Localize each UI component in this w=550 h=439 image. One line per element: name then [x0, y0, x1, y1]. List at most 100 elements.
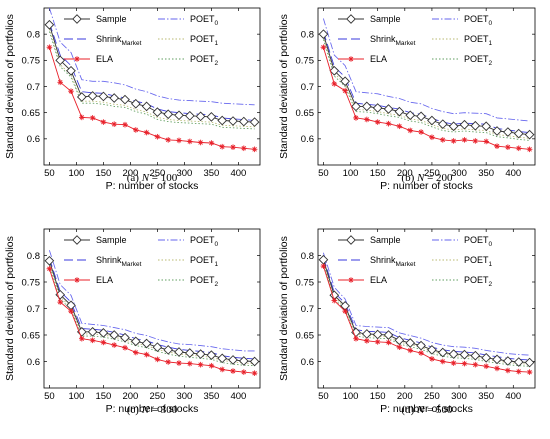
data-point-sample-marker — [346, 14, 356, 24]
y-tick-label: 0.7 — [301, 304, 314, 315]
data-point-sample-marker — [372, 103, 383, 113]
data-point-ela-marker — [526, 369, 533, 375]
data-point-ela-marker — [187, 138, 193, 145]
data-point-ela-marker — [176, 360, 182, 366]
data-point-ela-marker — [122, 344, 128, 351]
data-point-ela-marker — [505, 367, 511, 374]
legend-label-poet2: POET2 — [190, 275, 219, 288]
legend-label-sample: Sample — [370, 14, 401, 24]
series-line-poet0 — [48, 7, 255, 106]
series-line-poet0 — [322, 252, 530, 356]
data-point-sample-marker — [141, 338, 152, 349]
chart-panel-1: 50 100 150 200 250 300 350 400 0.6 0.65 0.7 0.75 0.8… — [4, 7, 261, 192]
legend-label-ela: ELA — [370, 275, 387, 285]
data-point-sample-marker — [448, 349, 459, 359]
data-point-ela-marker — [111, 342, 117, 348]
data-point-ela-marker — [364, 338, 370, 344]
data-point-sample-marker — [163, 109, 174, 120]
legend: Sample ShrinkMarket ELA POET0 POET1 POET2 — [338, 235, 493, 288]
data-point-sample-marker — [184, 348, 195, 358]
data-point-sample-marker — [481, 121, 492, 132]
x-tick-label: 250 — [149, 391, 165, 402]
series-line-shrink — [48, 257, 255, 360]
x-axis-label: P: number of stocks — [106, 403, 199, 415]
data-point-ela-marker — [230, 144, 236, 151]
data-point-sample-marker — [206, 112, 217, 122]
y-axis-label: Standard deviation of portfolios — [4, 14, 16, 159]
legend-label-poet1: POET1 — [464, 34, 493, 47]
legend-label-poet2: POET2 — [190, 54, 219, 67]
data-point-sample-marker — [427, 345, 437, 355]
panel-caption: (b) N = 200 — [401, 172, 453, 184]
data-point-sample-marker — [405, 110, 416, 121]
data-point-sample-marker — [481, 352, 492, 363]
x-axis-label: P: number of stocks — [380, 403, 473, 415]
data-point-ela-marker — [133, 127, 139, 133]
data-point-ela-marker — [348, 277, 354, 283]
data-point-ela-marker — [515, 368, 522, 375]
data-point-ela-marker — [429, 134, 435, 141]
x-tick-label: 100 — [68, 168, 84, 179]
x-tick-label: 400 — [230, 168, 246, 179]
data-point-sample-marker — [318, 29, 329, 40]
data-point-ela-marker — [208, 140, 215, 146]
data-point-ela-marker — [100, 339, 107, 346]
x-tick-label: 300 — [176, 391, 192, 402]
data-point-ela-marker — [342, 87, 348, 94]
data-point-ela-marker — [165, 137, 171, 143]
data-point-ela-marker — [251, 370, 258, 376]
data-point-ela-marker — [176, 137, 182, 144]
data-point-sample-marker — [492, 126, 502, 136]
data-point-ela-marker — [68, 88, 74, 95]
data-point-sample-marker — [163, 345, 174, 355]
data-point-sample-marker — [427, 115, 437, 126]
x-tick-label: 350 — [203, 391, 219, 402]
data-point-ela-marker — [505, 144, 511, 151]
data-point-sample-marker — [195, 349, 206, 359]
data-point-sample-marker — [448, 121, 459, 132]
x-tick-label: 300 — [451, 391, 467, 402]
data-point-ela-marker — [68, 308, 74, 314]
panel-caption: (a) N = 100 — [127, 172, 178, 184]
data-point-ela-marker — [331, 297, 338, 304]
data-point-sample-marker — [513, 128, 524, 139]
legend-label-shrink: ShrinkMarket — [96, 34, 142, 47]
x-tick-label: 350 — [478, 391, 494, 402]
x-tick-label: 200 — [122, 168, 138, 179]
data-point-ela-marker — [79, 335, 85, 342]
data-point-ela-marker — [320, 263, 327, 269]
panel-caption: (d) N = 500 — [401, 404, 453, 416]
x-tick-label: 50 — [44, 391, 55, 402]
legend-label-sample: Sample — [370, 235, 401, 245]
data-point-sample-marker — [44, 19, 55, 30]
data-point-sample-marker — [217, 353, 228, 364]
data-point-ela-marker — [251, 146, 258, 153]
data-point-ela-marker — [122, 121, 128, 128]
data-point-sample-marker — [120, 94, 130, 105]
data-point-ela-marker — [89, 115, 96, 121]
data-point-ela-marker — [154, 133, 161, 140]
x-tick-label: 150 — [370, 168, 386, 179]
y-tick-label: 0.6 — [301, 357, 314, 368]
series-line-poet0 — [48, 250, 255, 352]
data-point-ela-marker — [46, 44, 53, 51]
data-point-sample-marker — [174, 347, 184, 357]
plot-frame — [317, 7, 536, 166]
data-point-ela-marker — [461, 360, 468, 367]
legend-label-poet0: POET0 — [190, 235, 219, 248]
x-tick-label: 100 — [343, 391, 359, 402]
y-tick-label: 0.65 — [296, 330, 315, 341]
data-point-ela-marker — [331, 81, 338, 87]
data-point-sample-marker — [87, 91, 98, 101]
plot-frame — [43, 228, 261, 389]
x-tick-label: 150 — [370, 391, 386, 402]
data-point-sample-marker — [98, 328, 109, 338]
legend-label-poet1: POET1 — [190, 255, 219, 268]
y-tick-label: 0.6 — [27, 357, 40, 368]
data-point-ela-marker — [483, 363, 489, 370]
data-point-ela-marker — [241, 145, 247, 152]
data-point-ela-marker — [385, 120, 392, 127]
series-line-shrink — [48, 22, 255, 121]
data-point-ela-marker — [208, 362, 215, 369]
x-axis-label: P: number of stocks — [380, 180, 473, 192]
